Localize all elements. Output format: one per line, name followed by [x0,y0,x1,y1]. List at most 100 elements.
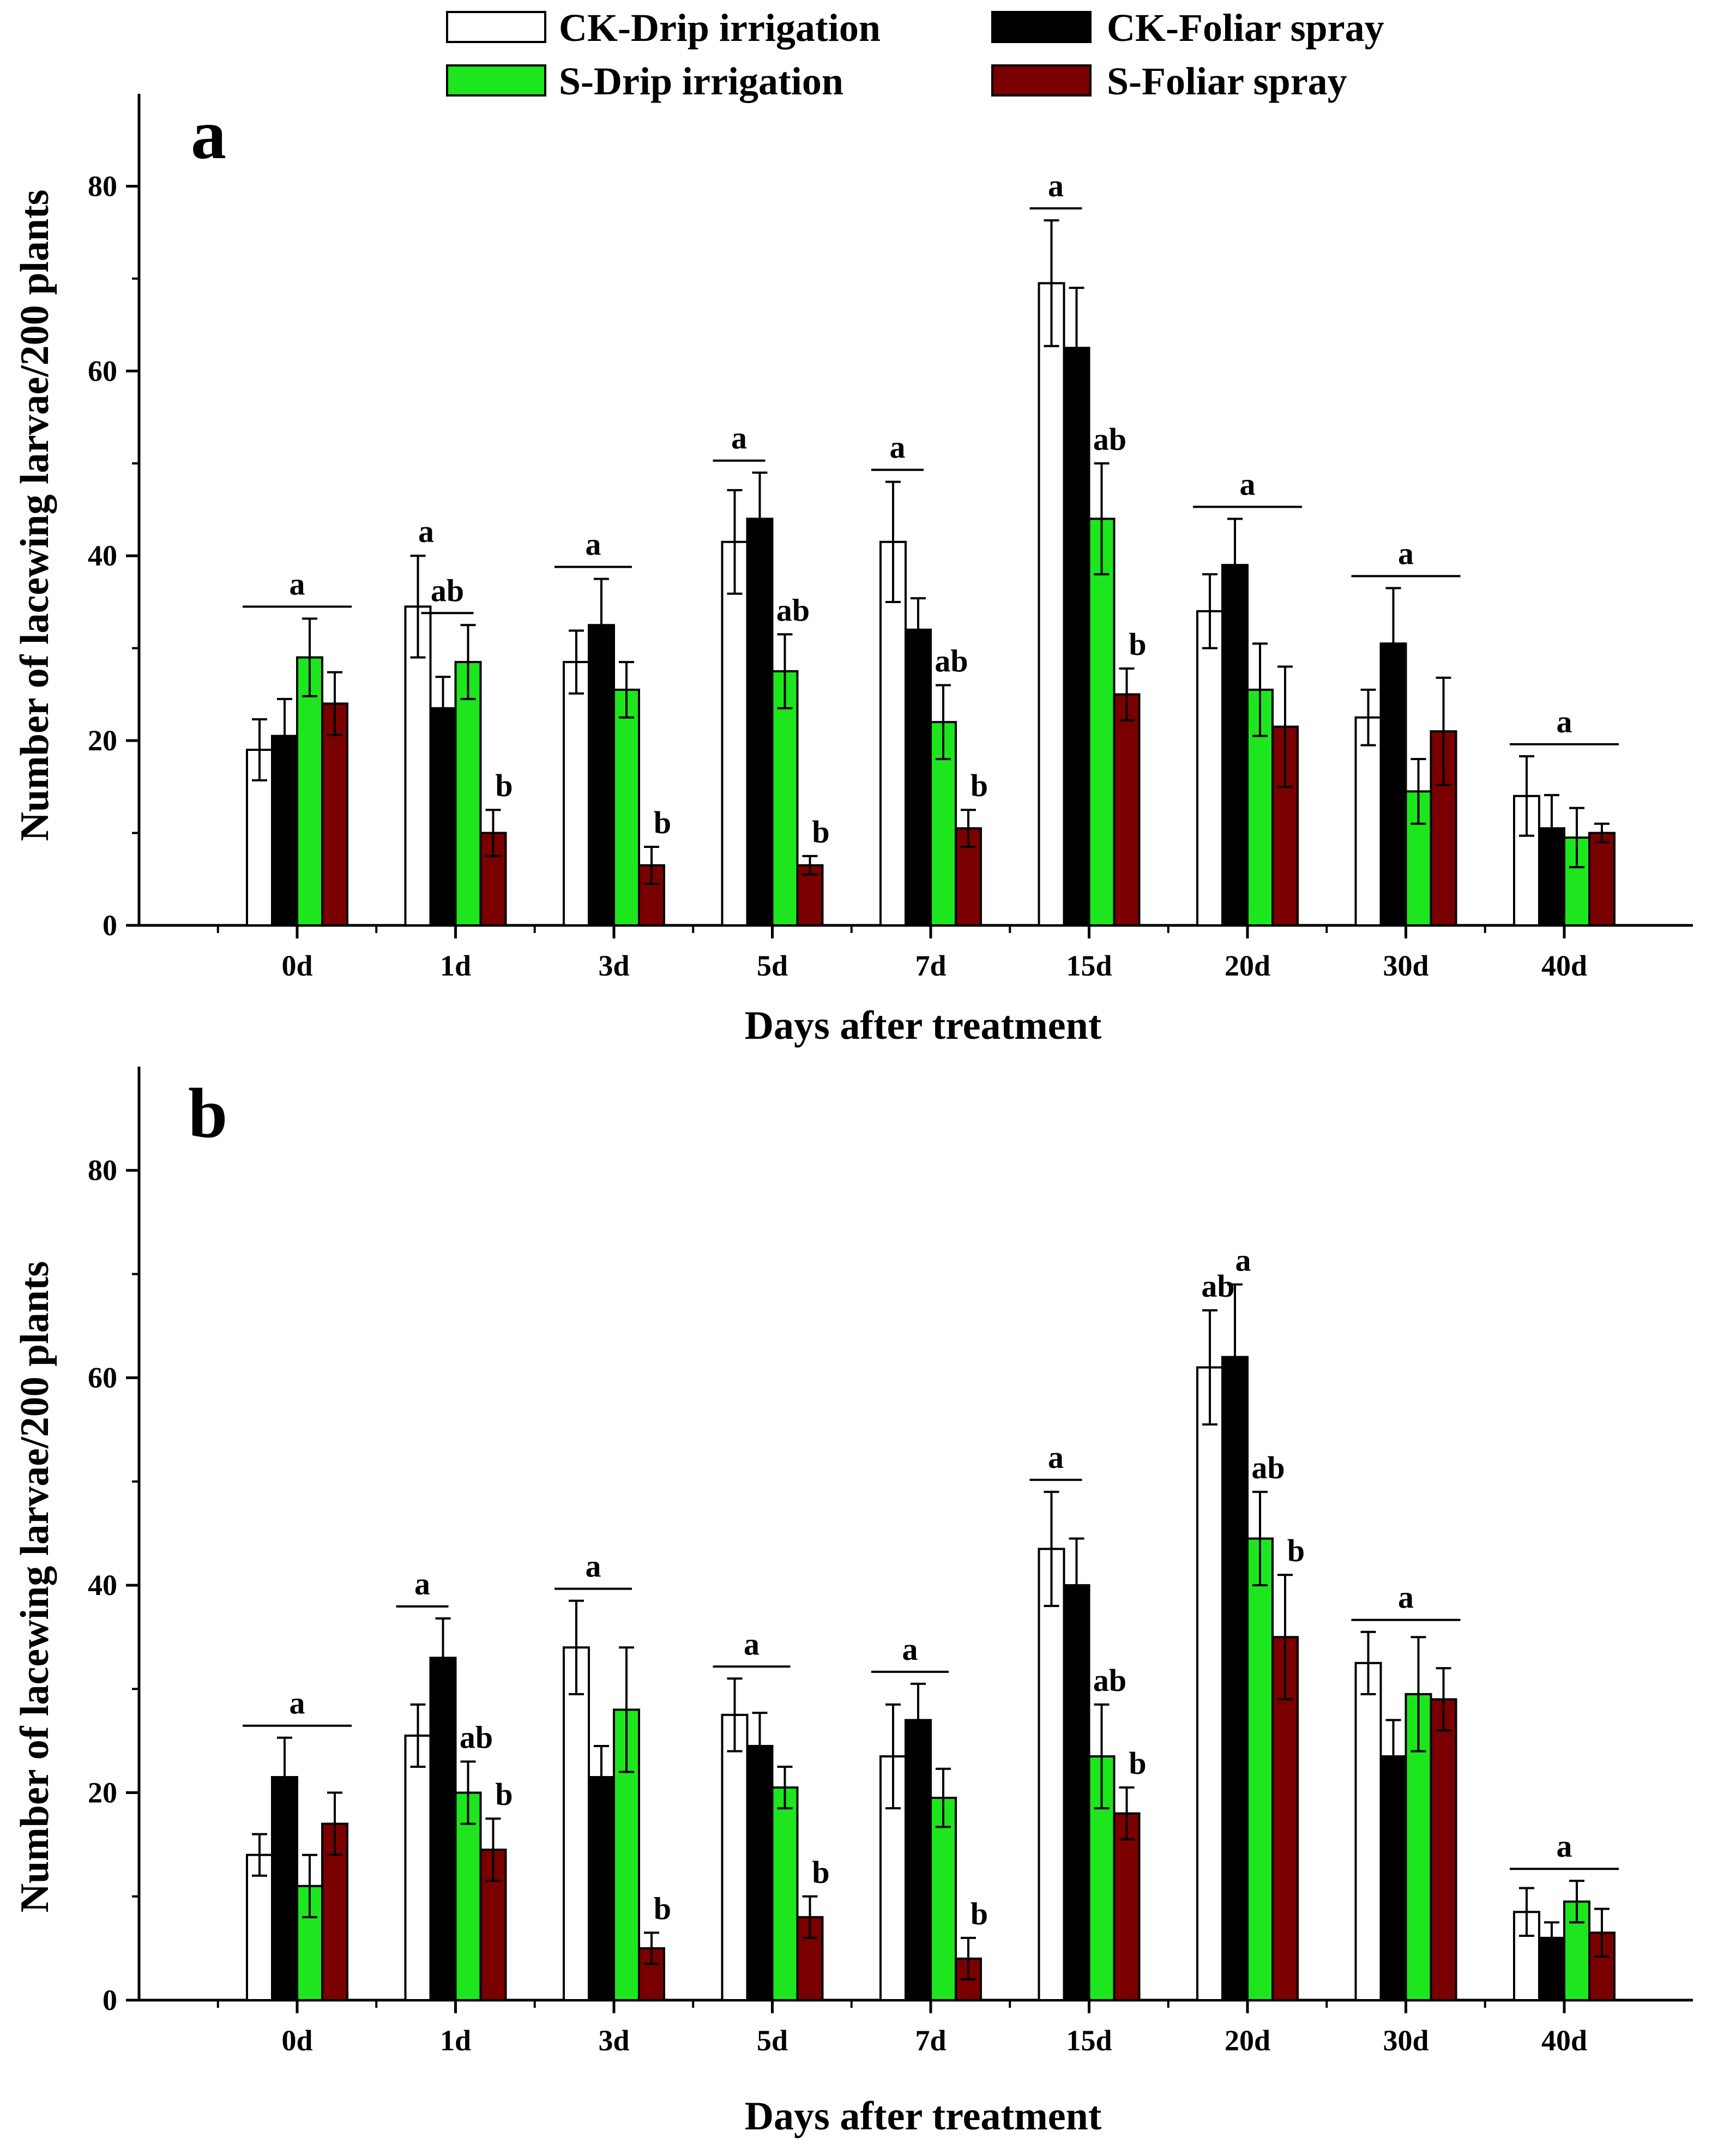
x-tick-label: 40d [1541,2024,1587,2057]
bar [1063,346,1090,927]
bar [771,1786,799,2001]
y-tick-label: 0 [103,909,117,942]
bar [1221,564,1249,926]
legend-swatch [991,11,1092,43]
bar [1221,1356,1249,2002]
y-tick-label: 40 [88,539,117,572]
significance-label: ab [1093,422,1126,457]
significance-label: a [1048,1440,1064,1475]
bar [1063,1584,1090,2001]
bar [429,707,457,926]
significance-label: a [744,1626,760,1662]
x-tick-label: 3d [598,949,629,982]
significance-label: a [1557,704,1572,739]
x-tick-label: 5d [757,949,788,982]
bar [246,1853,273,2002]
x-tick-label: 7d [915,949,946,982]
legend-swatch [446,11,546,43]
panel-letter: b [188,1074,227,1153]
bar [479,832,507,926]
bar [905,628,932,927]
bar [905,1719,932,2001]
bar [1196,610,1223,926]
bar [588,1776,615,2001]
significance-label: a [586,527,601,562]
y-tick-label: 40 [88,1569,117,1602]
bar [429,1657,457,2001]
significance-label: a [1235,1242,1251,1278]
significance-label: b [495,768,513,803]
legend-label: CK-Drip irrigation [559,6,881,50]
y-tick-label: 60 [88,1362,117,1394]
significance-label: b [971,768,988,803]
bar [721,540,749,926]
significance-label: ab [460,1719,493,1755]
significance-label: a [1240,466,1256,502]
significance-label: a [1398,1580,1414,1615]
x-tick-label: 0d [281,949,312,982]
bar [454,661,482,927]
significance-label: a [890,430,906,465]
legend-swatch [991,64,1092,97]
significance-label: b [495,1777,513,1812]
y-tick-label: 80 [88,170,117,202]
bar [454,1791,482,2002]
y-tick-label: 20 [88,724,117,757]
legend-label: S-Foliar spray [1107,59,1347,103]
bar [1588,832,1616,926]
chart-panel-b: b Number of lacewing larvae/200 plants D… [13,1067,1693,2139]
bar [296,656,323,926]
bar [404,1734,432,2002]
significance-label: ab [431,573,464,608]
legend: CK-Drip irrigation CK-Foliar spray S-Dri… [446,6,1384,103]
bar [1354,1662,1382,2002]
bar [1430,1698,1457,2001]
bar [1113,693,1141,927]
x-axis-title: Days after treatment [745,2094,1102,2139]
x-tick-label: 40d [1541,949,1587,982]
significance-label: a [586,1549,601,1584]
significance-label: ab [776,592,810,628]
bar [404,605,432,926]
legend-label: S-Drip irrigation [559,59,843,103]
bar [1246,1537,1274,2002]
bar [1196,1366,1223,2002]
legend-item: CK-Drip irrigation [446,6,881,50]
x-tick-label: 20d [1225,2024,1270,2057]
significance-label: b [654,805,671,840]
x-tick-label: 30d [1383,2024,1428,2057]
significance-label: b [1129,627,1146,662]
bar [1354,716,1382,926]
bar [1038,1548,1065,2002]
bar [321,1822,348,2002]
significance-label: a [290,1686,305,1721]
y-axis-title: Number of lacewing larvae/200 plants [13,190,57,841]
x-tick-label: 20d [1225,949,1270,982]
bar [746,517,774,926]
x-tick-label: 7d [915,2024,946,2057]
bar [1513,1911,1540,2001]
significance-label: a [1557,1828,1572,1864]
x-axis-title: Days after treatment [745,1003,1102,1048]
legend-item: S-Drip irrigation [446,59,843,103]
significance-label: a [418,514,434,549]
bar [771,670,799,927]
x-tick-label: 30d [1383,949,1428,982]
x-tick-label: 3d [598,2024,629,2057]
significance-label: ab [1093,1663,1126,1698]
significance-label: a [1398,536,1414,571]
legend-label: CK-Foliar spray [1107,6,1384,50]
significance-label: a [731,420,747,456]
significance-label: b [1129,1745,1146,1781]
significance-label: b [1287,1533,1305,1568]
significance-label: a [902,1632,918,1667]
x-tick-label: 15d [1066,2024,1112,2057]
legend-item: CK-Foliar spray [991,6,1384,50]
bar [1113,1812,1141,2002]
bar [1088,517,1116,926]
bar [613,688,640,926]
y-tick-label: 0 [103,1984,117,2016]
significance-label: b [812,1855,829,1890]
y-tick-label: 20 [88,1777,117,1809]
